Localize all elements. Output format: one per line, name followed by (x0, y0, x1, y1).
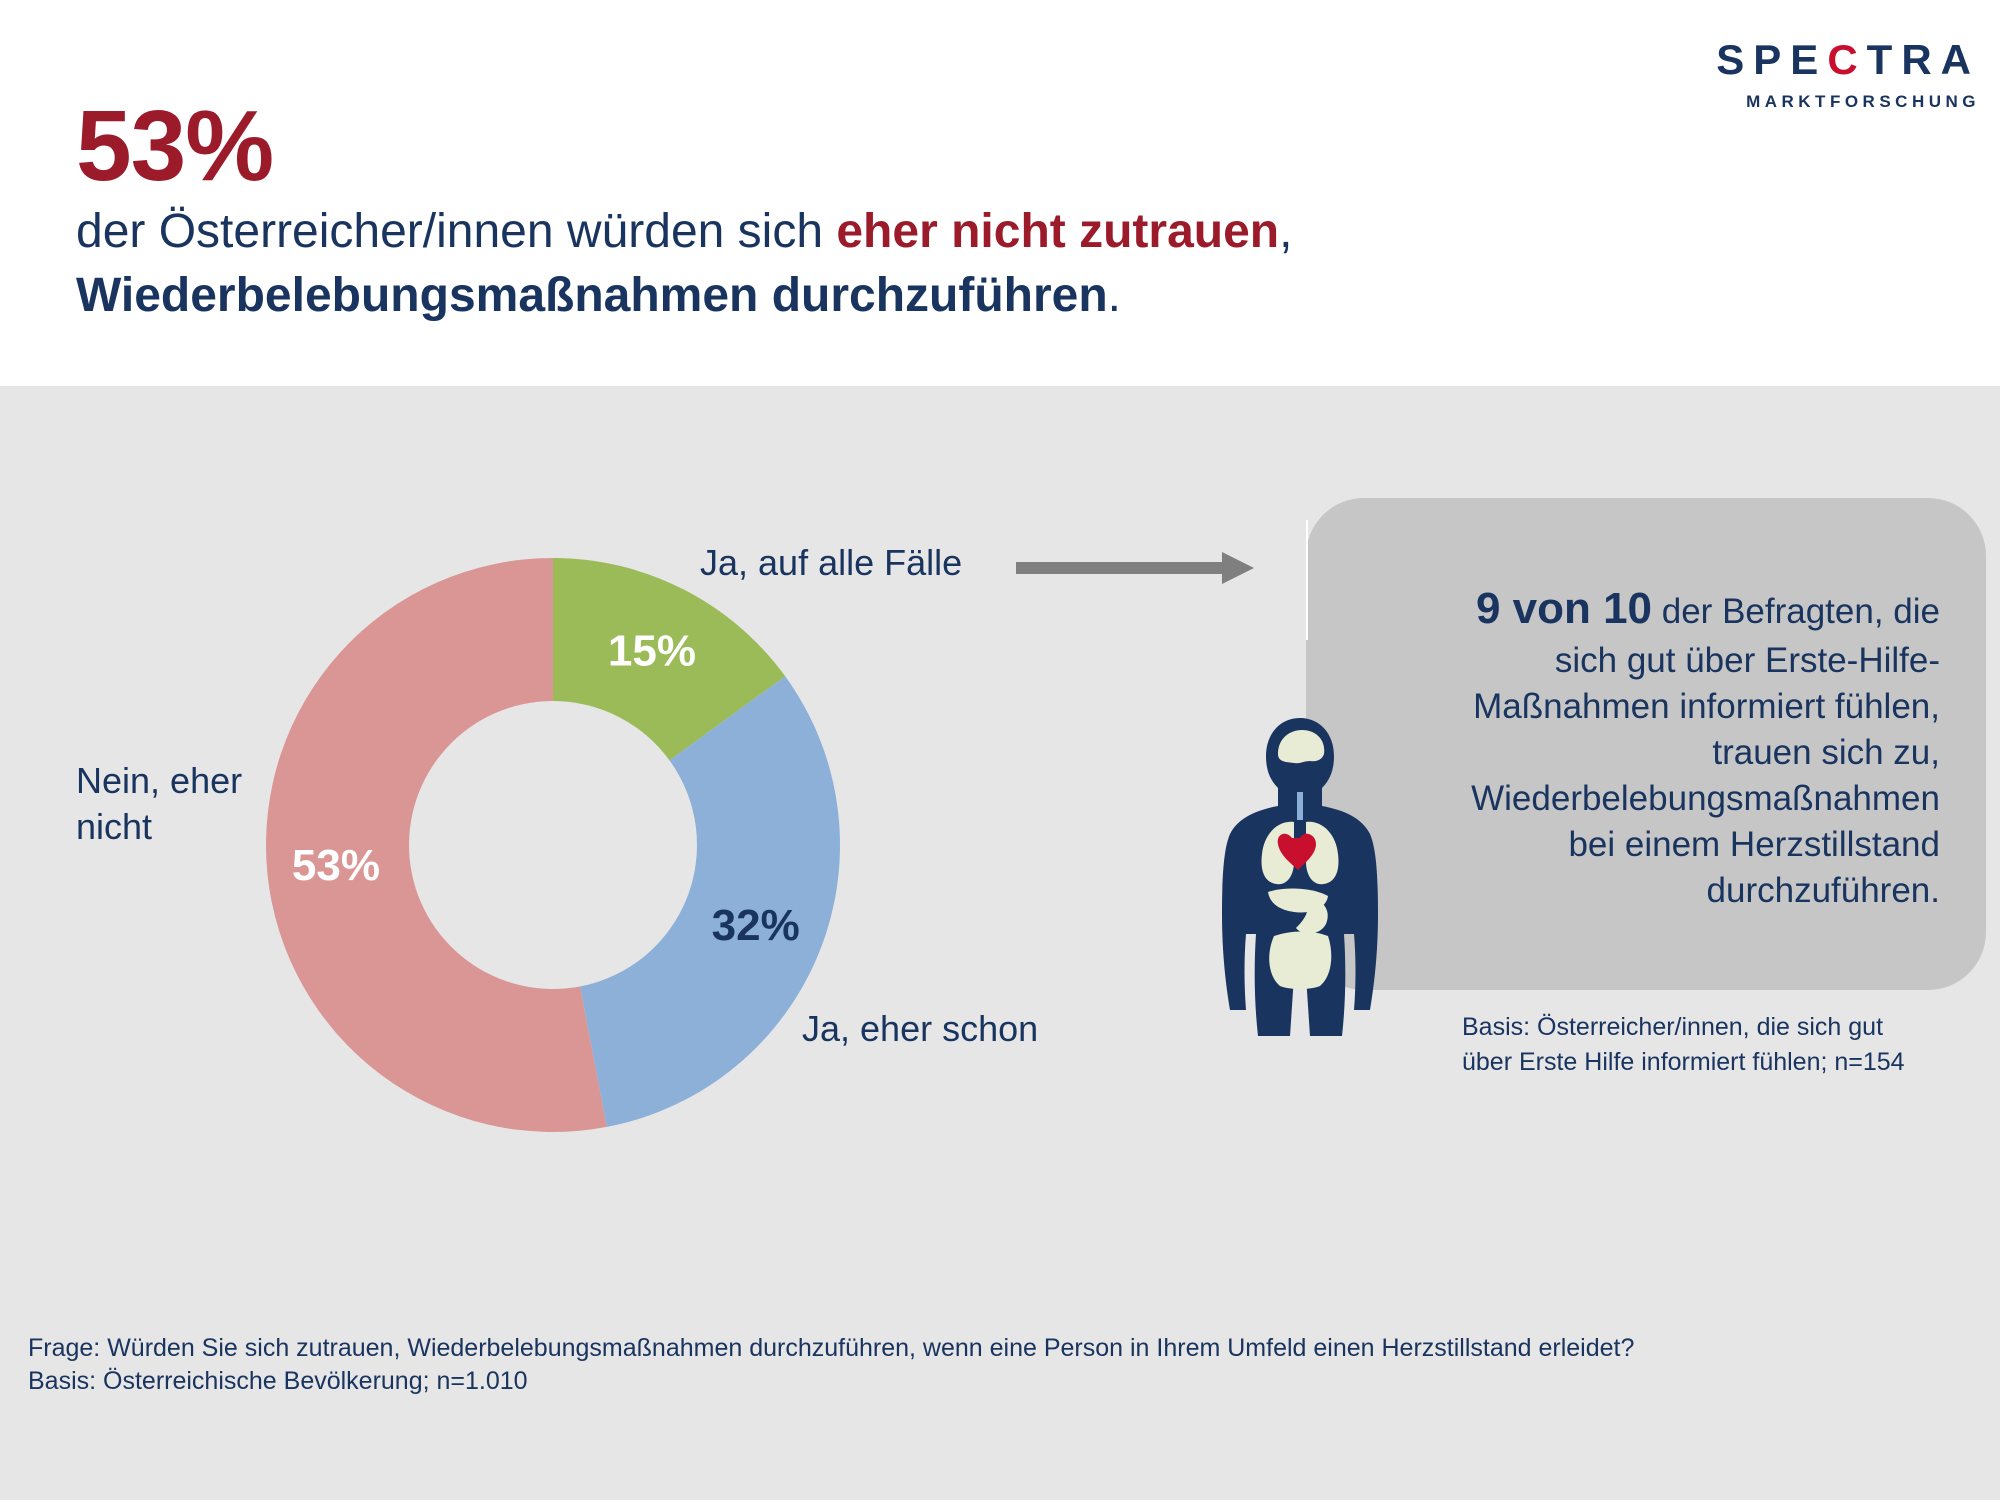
headline-line1-suffix: , (1279, 205, 1293, 258)
category-label-ja-eher: Ja, eher schon (802, 1008, 1039, 1049)
callout-box: 9 von 10 der Befragten, die sich gut übe… (1306, 498, 1986, 990)
callout-line5: Wiederbelebungsmaßnahmen (1471, 778, 1940, 818)
slice-value-label-1: 32% (712, 901, 800, 950)
headline-line2: Wiederbelebungsmaßnahmen durchzuführen. (76, 269, 1122, 323)
category-label-nein: Nein, eher nicht (76, 758, 276, 849)
basis-right: Basis: Österreicher/innen, die sich gut … (1462, 1010, 1905, 1080)
category-label-nein-line2: nicht (76, 805, 153, 847)
footnote-basis: Basis: Österreichische Bevölkerung; n=1.… (28, 1366, 528, 1395)
callout-line2: sich gut über Erste-Hilfe- (1554, 640, 1940, 680)
logo-part1: SPE (1716, 36, 1828, 83)
donut-slice-1 (579, 676, 840, 1127)
header-area (0, 0, 2000, 386)
headline-line2-suffix: . (1107, 269, 1122, 322)
callout-divider (1306, 520, 1308, 640)
callout-emphasis: 9 von 10 (1475, 584, 1653, 633)
logo-part2: C (1827, 36, 1867, 83)
callout-line1-text: der Befragten, die (1652, 592, 1940, 631)
callout-line1: 9 von 10 der Befragten, die (1380, 580, 1940, 638)
basis-right-line2: über Erste Hilfe informiert fühlen; n=15… (1462, 1048, 1905, 1076)
headline-percent: 53% (76, 90, 274, 202)
callout-line6: bei einem Herzstillstand (1568, 824, 1940, 864)
slice-value-label-0: 15% (608, 626, 696, 675)
human-anatomy-icon (1222, 718, 1378, 1036)
headline-highlight: eher nicht zutrauen (836, 205, 1280, 258)
headline-line1: der Österreicher/innen würden sich eher … (76, 205, 1293, 259)
callout-text: 9 von 10 der Befragten, die sich gut übe… (1380, 580, 1940, 914)
category-label-ja-alle: Ja, auf alle Fälle (700, 542, 963, 583)
category-label-nein-line1: Nein, eher (76, 760, 243, 801)
donut-slice-0 (553, 558, 786, 761)
logo-part3: TRA (1866, 36, 1980, 83)
callout-line3: Maßnahmen informiert fühlen, (1473, 686, 1940, 726)
headline-line2-bold: Wiederbelebungsmaßnahmen durchzuführen (76, 269, 1108, 322)
footnote-question: Frage: Würden Sie sich zutrauen, Wiederb… (28, 1334, 1635, 1362)
logo-subtitle: MARKTFORSCHUNG (1746, 92, 1980, 111)
logo-wordmark: SPECTRA (1716, 36, 1980, 84)
donut-slice-2 (266, 558, 607, 1132)
callout-line4: trauen sich zu, (1712, 732, 1940, 772)
headline-line1-prefix: der Österreicher/innen würden sich (76, 205, 837, 258)
callout-line7: durchzuführen. (1706, 870, 1940, 910)
spectra-logo: SPECTRA MARKTFORSCHUNG (1640, 36, 1980, 116)
basis-right-line1: Basis: Österreicher/innen, die sich gut (1462, 1013, 1884, 1041)
right-arrow-icon (1016, 552, 1254, 584)
footnote: Frage: Würden Sie sich zutrauen, Wiederb… (28, 1332, 1818, 1397)
slice-value-label-2: 53% (292, 841, 380, 890)
donut-chart: 15% 32% 53% (266, 558, 840, 1132)
